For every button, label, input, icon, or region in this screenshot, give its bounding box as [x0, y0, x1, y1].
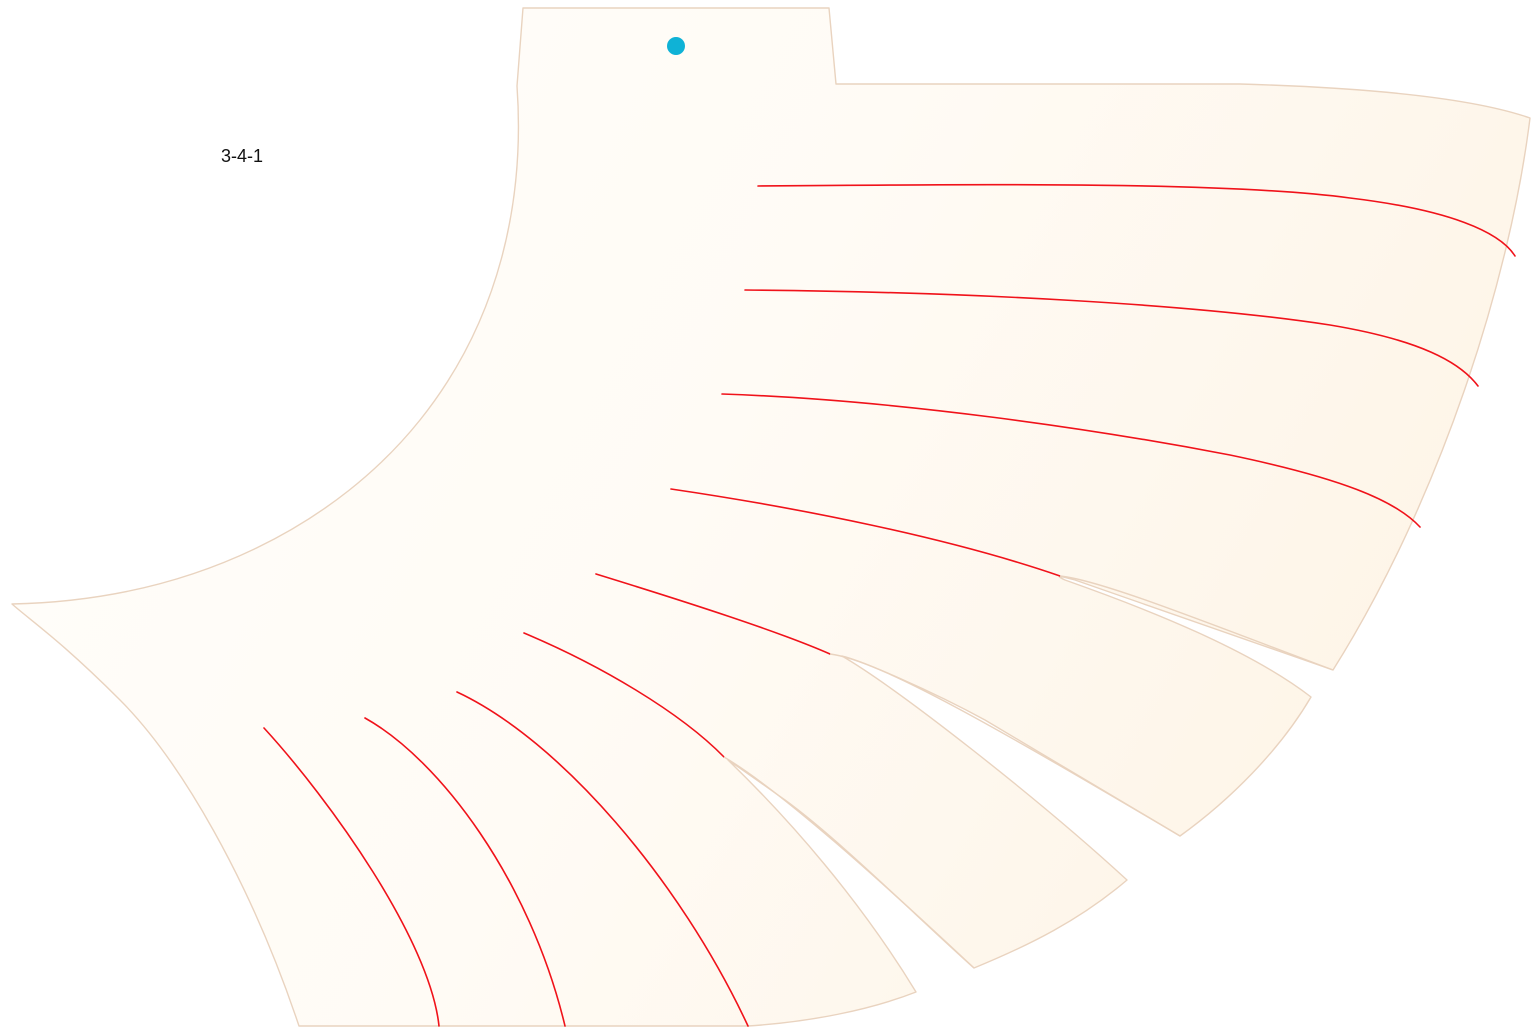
cut-line	[757, 183, 1516, 257]
cut-lines	[263, 183, 1516, 1027]
slit-seam	[829, 653, 1181, 837]
cut-line	[721, 393, 1421, 528]
cut-line	[523, 632, 725, 758]
cut-line	[595, 573, 831, 655]
cut-line	[744, 289, 1479, 387]
cut-line	[670, 488, 1061, 577]
slit-seam	[723, 756, 975, 969]
slit-seams	[723, 575, 1334, 969]
circle-marker-icon	[667, 37, 685, 55]
cut-line	[364, 717, 566, 1027]
slit-seam	[1059, 575, 1334, 671]
piece-label: 3-4-1	[221, 146, 263, 166]
cut-line	[263, 727, 440, 1027]
cut-line	[456, 691, 749, 1027]
